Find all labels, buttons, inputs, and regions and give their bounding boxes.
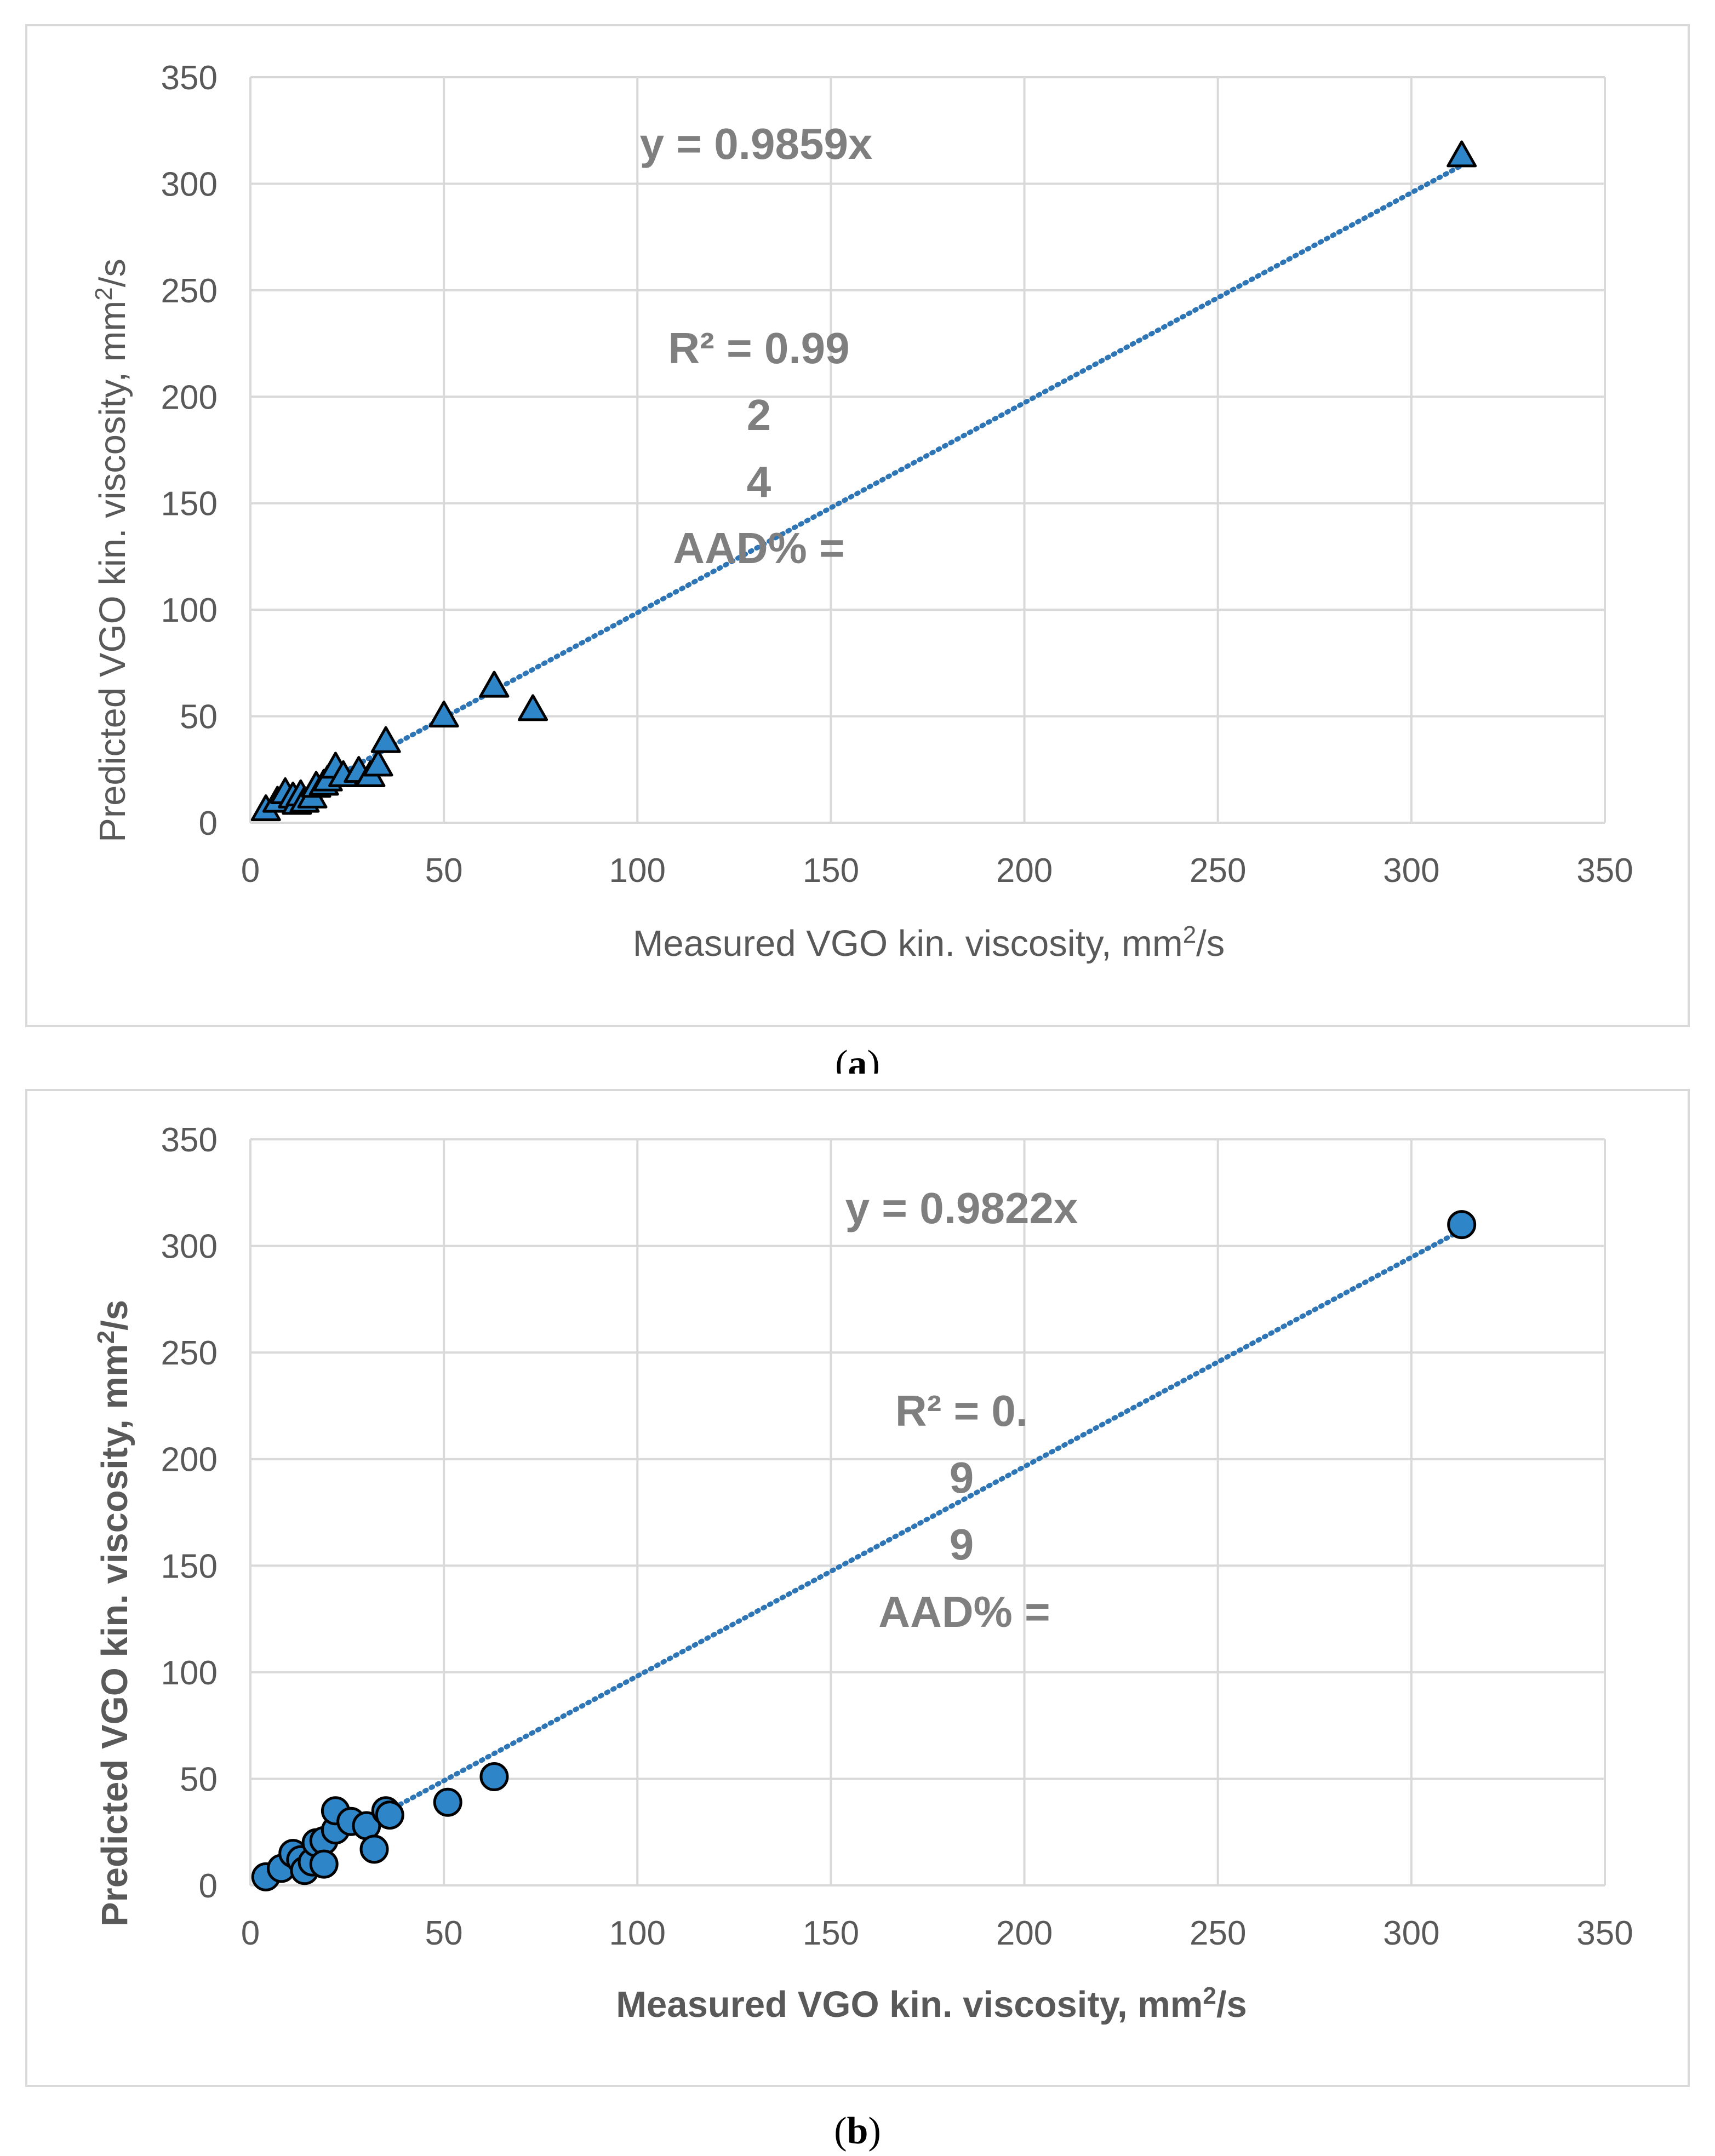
chart-a-trendline [259, 163, 1465, 819]
chart-a-x-tick-label: 300 [1383, 852, 1439, 890]
chart-b-svg: 0 50 100 150 200 250 300 350 0 50 100 150 200 250 300… [25, 1089, 1690, 2152]
chart-b-points [251, 1210, 1477, 1891]
chart-a-x-ticks: 0 50 100 150 200 250 300 350 [241, 852, 1633, 890]
chart-a-y-tick-label: 50 [180, 698, 218, 736]
chart-a-r2-line-3: 4 [747, 457, 771, 506]
chart-b-x-tick-label: 50 [425, 1914, 463, 1952]
chart-a-y-tick-label: 100 [161, 592, 218, 629]
chart-a-x-tick-label: 0 [241, 852, 260, 890]
chart-b-data-point [309, 1849, 339, 1879]
chart-b-x-tick-label: 350 [1576, 1914, 1633, 1952]
chart-b-x-tick-label: 150 [803, 1914, 859, 1952]
chart-a-y-tick-label: 350 [161, 59, 218, 97]
chart-b-y-tick-label: 300 [161, 1228, 218, 1266]
chart-a-r2-line-1: R² = 0.99 [668, 324, 849, 372]
chart-b-x-tick-label: 250 [1190, 1914, 1246, 1952]
chart-b-data-point [375, 1801, 404, 1830]
chart-a-points [250, 140, 1477, 822]
chart-a-y-tick-label: 300 [161, 165, 218, 203]
chart-a-x-tick-label: 150 [803, 852, 859, 890]
chart-b-y-ticks: 0 50 100 150 200 250 300 350 [161, 1121, 218, 1905]
chart-a-svg: 0 50 100 150 200 250 300 350 0 50 100 150 200 250 300… [25, 24, 1690, 1074]
chart-b-y-tick-label: 0 [199, 1867, 218, 1905]
chart-b-x-tick-label: 100 [609, 1914, 666, 1952]
chart-a-equation: y = 0.9859x [640, 119, 873, 168]
chart-b-y-tick-label: 350 [161, 1121, 218, 1159]
chart-b-x-axis-title: Measured VGO kin. viscosity, mm2/s [616, 1982, 1247, 2025]
chart-panel-a: 0 50 100 150 200 250 300 350 0 50 100 150 200 250 300… [0, 0, 1715, 1074]
chart-b-x-tick-label: 200 [996, 1914, 1053, 1952]
chart-b-y-tick-label: 150 [161, 1547, 218, 1585]
chart-b-r2-line-1: R² = 0. [895, 1386, 1028, 1435]
chart-b-r2-line-2: 9 [950, 1453, 974, 1502]
chart-a-y-tick-label: 150 [161, 485, 218, 523]
chart-a-grid [249, 76, 1606, 824]
chart-b-y-axis-title: Predicted VGO kin. viscosity, mm2/s [93, 1300, 135, 1926]
chart-a-y-tick-label: 250 [161, 272, 218, 310]
chart-b-x-tick-label: 0 [241, 1914, 260, 1952]
chart-b-y-tick-label: 200 [161, 1441, 218, 1479]
chart-b-trendline-group [259, 1228, 1465, 1882]
chart-b-y-tick-label: 50 [180, 1761, 218, 1798]
chart-b-equation: y = 0.9822x [845, 1184, 1078, 1232]
chart-panel-b: 0 50 100 150 200 250 300 350 0 50 100 150 200 250 300… [0, 1074, 1715, 2156]
chart-a-x-tick-label: 250 [1190, 852, 1246, 890]
chart-b-data-point [433, 1787, 462, 1817]
chart-a-trendline-group [259, 163, 1465, 819]
chart-a-data-point [518, 694, 548, 721]
chart-a-y-ticks: 0 50 100 150 200 250 300 350 [161, 59, 218, 842]
chart-b-aad-line: AAD% = [878, 1587, 1050, 1636]
chart-a-y-tick-label: 200 [161, 379, 218, 416]
chart-b-caption: (b) [834, 2110, 881, 2152]
chart-a-data-point [370, 726, 401, 753]
chart-a-x-tick-label: 200 [996, 852, 1053, 890]
chart-a-data-point [428, 701, 459, 728]
chart-a-y-tick-label: 0 [199, 805, 218, 842]
chart-b-x-ticks: 0 50 100 150 200 250 300 350 [241, 1914, 1633, 1952]
chart-b-y-tick-label: 250 [161, 1334, 218, 1372]
chart-b-data-point [359, 1834, 389, 1864]
chart-a-data-point [479, 670, 510, 698]
chart-a-x-tick-label: 350 [1576, 852, 1633, 890]
chart-a-aad-line: AAD% = [673, 524, 844, 572]
chart-a-x-axis-title: Measured VGO kin. viscosity, mm2/s [633, 921, 1225, 964]
chart-a-data-point [1447, 140, 1477, 168]
chart-b-data-point [479, 1762, 509, 1792]
chart-b-y-tick-label: 100 [161, 1654, 218, 1692]
chart-b-trendline [259, 1228, 1465, 1882]
chart-a-y-axis-title: Predicted VGO kin. viscosity, mm2/s [90, 259, 133, 842]
chart-a-x-tick-label: 50 [425, 852, 463, 890]
chart-b-r2-line-3: 9 [950, 1520, 974, 1569]
chart-a-x-tick-label: 100 [609, 852, 666, 890]
chart-b-x-tick-label: 300 [1383, 1914, 1439, 1952]
chart-a-caption: (a) [835, 1043, 880, 1074]
chart-a-data-point [363, 749, 393, 777]
chart-a-r2-line-2: 2 [747, 391, 771, 439]
chart-b-grid [249, 1138, 1606, 1886]
chart-b-data-point [1447, 1210, 1477, 1240]
